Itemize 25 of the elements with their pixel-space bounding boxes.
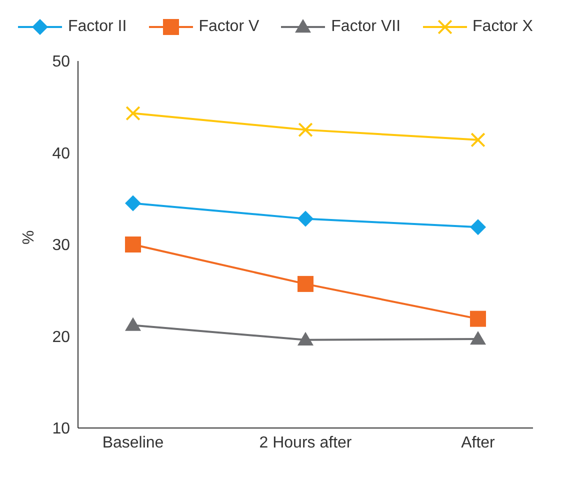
x-tick-label: After [461,434,496,452]
legend-label: Factor V [198,18,260,36]
y-axis-title: % [20,230,38,244]
point [298,332,314,346]
x-tick-label: Baseline [102,434,164,452]
point [125,236,141,252]
legend-label: Factor VII [330,18,401,36]
y-tick-label: 50 [52,54,70,71]
point [470,132,486,148]
y-tick-label: 20 [52,328,70,346]
point [125,195,141,212]
point [298,210,314,227]
point [470,331,486,345]
point [298,276,314,292]
x-tick-label: 2 Hours after [259,434,352,452]
point [298,122,313,138]
point [125,317,141,331]
y-tick-label: 40 [52,145,70,162]
point [126,106,140,121]
legend-label: Factor II [67,18,127,36]
y-tick-label: 30 [52,237,70,254]
point [470,219,486,236]
y-tick-label: 10 [52,420,70,438]
point [470,310,486,327]
legend-label: Factor X [472,18,533,36]
